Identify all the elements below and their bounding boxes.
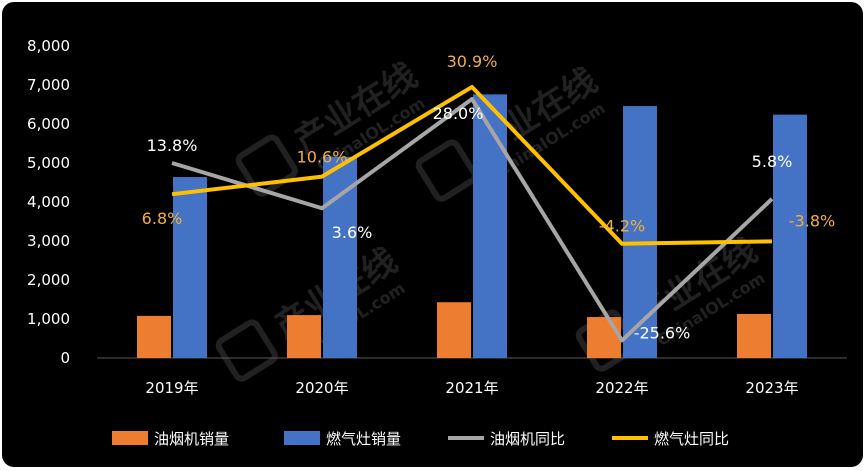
- x-tick-label: 2023年: [745, 379, 798, 397]
- data-label: 30.9%: [447, 52, 498, 71]
- data-label: -4.2%: [599, 217, 645, 236]
- x-tick-label: 2020年: [295, 379, 348, 397]
- y-tick-label: 2,000: [27, 271, 70, 289]
- watermark-logo-icon: [415, 139, 478, 202]
- y-axis: 0 1,000 2,000 3,000 4,000 5,000 6,000 7,000 8,00…: [27, 37, 847, 367]
- bar-燃气灶销量: [173, 177, 207, 358]
- y-tick-label: 5,000: [27, 154, 70, 172]
- bar-油烟机销量: [287, 315, 321, 358]
- data-label: -3.8%: [789, 211, 835, 230]
- legend-label: 油烟机销量: [154, 430, 229, 448]
- data-labels: 13.8% 3.6% 28.0% -25.6% 5.8% 6.8% 10.6% 30.9% -4…: [142, 52, 836, 343]
- bars: [137, 94, 807, 359]
- y-tick-label: 8,000: [27, 37, 70, 55]
- bar-油烟机销量: [587, 317, 621, 358]
- line-燃气灶同比: [171, 84, 773, 246]
- x-tick-label: 2022年: [595, 379, 648, 397]
- data-label: 6.8%: [142, 209, 183, 228]
- legend-swatch: [112, 431, 148, 445]
- legend: 油烟机销量 燃气灶销量 油烟机同比 燃气灶同比: [112, 430, 729, 448]
- legend-label: 油烟机同比: [490, 430, 565, 448]
- data-label: 5.8%: [752, 152, 793, 171]
- legend-label: 燃气灶同比: [654, 430, 729, 448]
- data-label: 3.6%: [332, 223, 373, 242]
- bar-油烟机销量: [737, 313, 771, 358]
- x-axis: 2019年 2020年 2021年 2022年 2023年: [145, 379, 798, 397]
- legend-label: 燃气灶销量: [326, 430, 401, 448]
- y-tick-label: 0: [60, 349, 70, 367]
- watermark-logo-icon: [215, 319, 278, 382]
- bar-燃气灶销量: [773, 114, 807, 358]
- data-label: 28.0%: [433, 104, 484, 123]
- bar-油烟机销量: [437, 302, 471, 358]
- bar-油烟机销量: [137, 315, 171, 358]
- y-tick-label: 3,000: [27, 232, 70, 250]
- y-tick-label: 6,000: [27, 115, 70, 133]
- y-tick-label: 4,000: [27, 193, 70, 211]
- x-tick-label: 2019年: [145, 379, 198, 397]
- y-tick-label: 7,000: [27, 76, 70, 94]
- line-油烟机同比: [171, 97, 774, 343]
- data-label: 10.6%: [297, 148, 348, 167]
- bar-燃气灶销量: [323, 156, 357, 358]
- data-label: -25.6%: [634, 323, 691, 342]
- y-tick-label: 1,000: [27, 310, 70, 328]
- x-tick-label: 2021年: [445, 379, 498, 397]
- bar-燃气灶销量: [473, 94, 507, 359]
- legend-swatch: [284, 431, 320, 445]
- watermark-logo-icon: [235, 134, 298, 197]
- lines: [171, 84, 774, 343]
- bar-燃气灶销量: [623, 106, 657, 358]
- data-label: 13.8%: [147, 136, 198, 155]
